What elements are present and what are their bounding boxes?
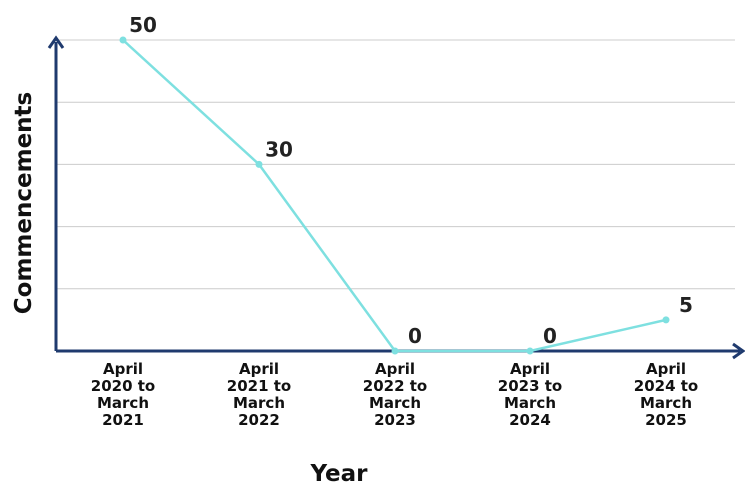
y-axis-arrow-icon bbox=[47, 35, 65, 49]
x-tick-label: April 2021 to March 2022 bbox=[227, 360, 291, 429]
data-label: 0 bbox=[408, 324, 422, 348]
data-point bbox=[662, 316, 670, 324]
x-tick-label-line: 2023 to bbox=[498, 377, 562, 395]
data-label: 30 bbox=[265, 137, 293, 161]
data-point bbox=[391, 347, 399, 355]
series-line bbox=[122, 39, 667, 353]
x-axis-title: Year bbox=[309, 461, 368, 487]
x-tick-label-line: April bbox=[103, 360, 143, 378]
x-axis-arrow-icon bbox=[732, 342, 745, 360]
x-tick-label-line: 2023 bbox=[374, 411, 416, 429]
data-point bbox=[119, 36, 127, 44]
x-tick-label-line: 2022 to bbox=[363, 377, 427, 395]
x-tick-label-line: 2020 to bbox=[91, 377, 155, 395]
data-point bbox=[526, 347, 534, 355]
x-tick-label-line: April bbox=[239, 360, 279, 378]
x-tick-label-line: March bbox=[369, 394, 421, 412]
data-label: 50 bbox=[129, 13, 157, 37]
axes bbox=[47, 35, 745, 360]
x-tick-label-line: March bbox=[97, 394, 149, 412]
gridlines bbox=[56, 39, 735, 290]
x-tick-label-line: April bbox=[646, 360, 686, 378]
data-label: 5 bbox=[679, 293, 693, 317]
x-tick-label-line: 2025 bbox=[645, 411, 687, 429]
x-tick-label-line: 2024 to bbox=[634, 377, 698, 395]
y-axis-title: Commencements bbox=[11, 92, 37, 314]
data-points bbox=[119, 36, 670, 355]
x-tick-label-line: March bbox=[640, 394, 692, 412]
x-tick-label-line: 2021 bbox=[102, 411, 144, 429]
x-tick-label-line: 2021 to bbox=[227, 377, 291, 395]
x-tick-label-line: 2022 bbox=[238, 411, 280, 429]
x-tick-label-line: March bbox=[233, 394, 285, 412]
x-tick-label-line: 2024 bbox=[509, 411, 551, 429]
x-tick-label-line: April bbox=[510, 360, 550, 378]
x-tick-label: April 2023 to March 2024 bbox=[498, 360, 562, 429]
x-tick-label: April 2020 to March 2021 bbox=[91, 360, 155, 429]
x-tick-label: April 2024 to March 2025 bbox=[634, 360, 698, 429]
data-labels: 50 30 0 0 5 bbox=[129, 13, 693, 348]
data-point bbox=[255, 160, 263, 168]
x-tick-label: April 2022 to March 2023 bbox=[363, 360, 427, 429]
data-label: 0 bbox=[543, 324, 557, 348]
x-tick-label-line: March bbox=[504, 394, 556, 412]
x-tick-label-line: April bbox=[375, 360, 415, 378]
